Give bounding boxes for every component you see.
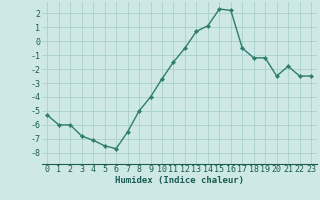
X-axis label: Humidex (Indice chaleur): Humidex (Indice chaleur) <box>115 176 244 185</box>
